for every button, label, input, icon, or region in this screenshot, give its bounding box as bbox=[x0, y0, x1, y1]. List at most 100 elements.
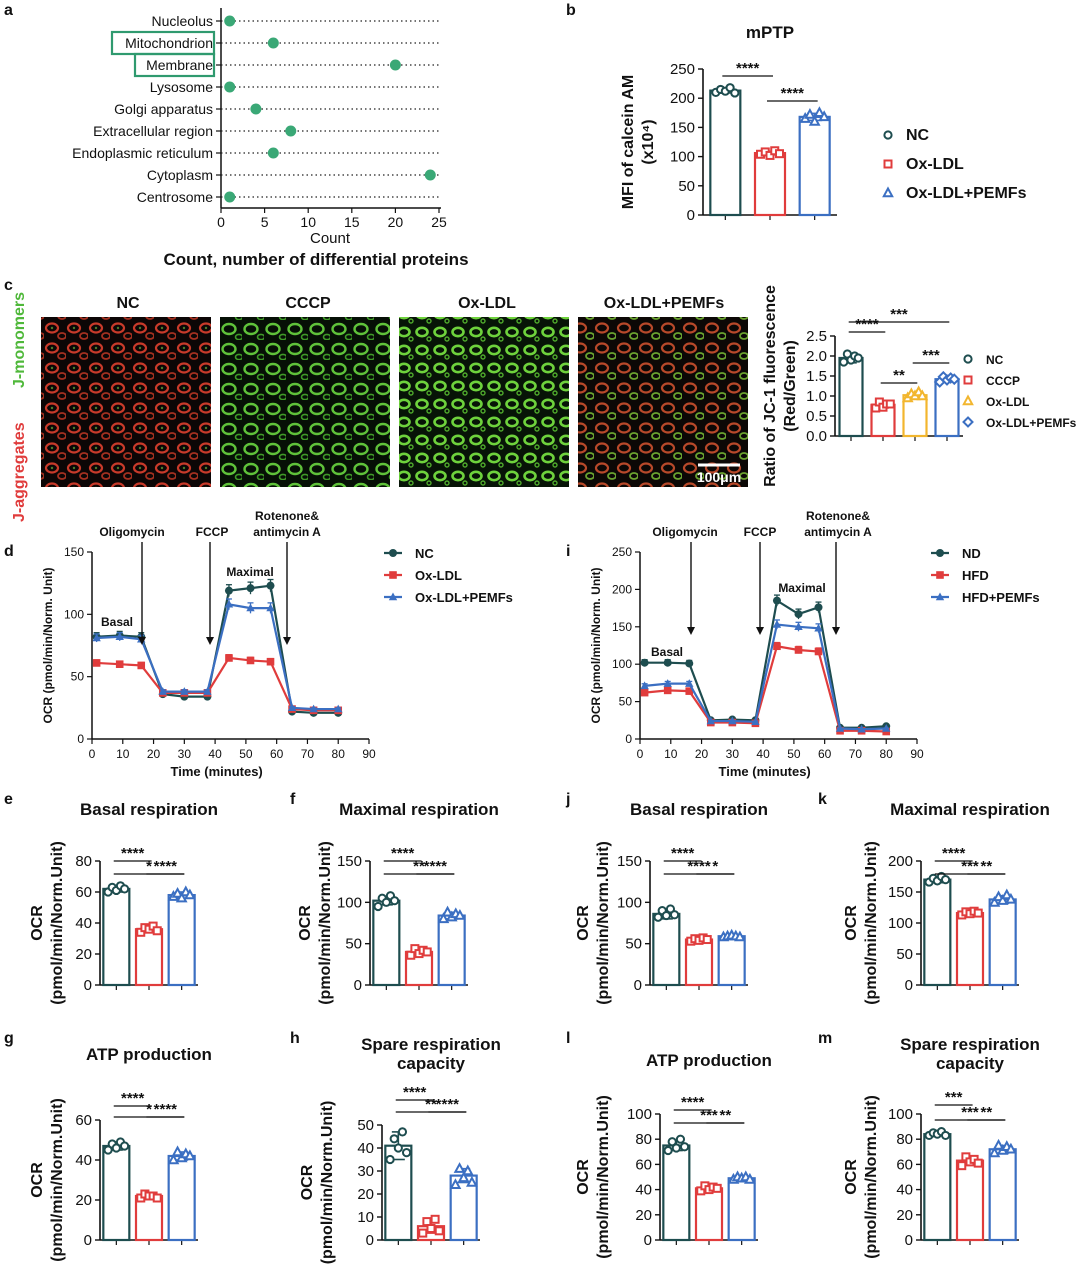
sig-label: **** bbox=[391, 845, 415, 862]
data-point bbox=[813, 106, 826, 117]
data-point bbox=[449, 1178, 462, 1189]
y-axis-label: (pmol/min/Norm.Unit) bbox=[49, 1098, 66, 1262]
y-tick-label: 0 bbox=[84, 1232, 92, 1249]
line-point bbox=[772, 620, 782, 628]
y-tick-label: 0 bbox=[354, 977, 362, 994]
panel-label-k: k bbox=[818, 791, 827, 808]
x-tick-label: 60 bbox=[818, 747, 832, 761]
y-axis-label: OCR bbox=[299, 1164, 316, 1200]
legend-marker bbox=[963, 354, 973, 364]
y-axis-label: (pmol/min/Norm.Unit) bbox=[595, 841, 612, 1005]
sig-label: *** bbox=[961, 1104, 979, 1121]
bar-f-2 bbox=[437, 914, 466, 987]
sig-label: * bbox=[146, 1101, 152, 1118]
data-point bbox=[453, 1162, 466, 1173]
panel-label-b: b bbox=[566, 2, 576, 19]
annotation-basal: Basal bbox=[651, 645, 683, 659]
y-tick-label: 1.5 bbox=[806, 368, 827, 385]
y-tick-label: 2.0 bbox=[806, 348, 827, 365]
category-label: Membrane bbox=[146, 57, 213, 73]
x-tick-label: 10 bbox=[300, 214, 316, 230]
bar-m-0 bbox=[923, 1133, 952, 1242]
highlight-box bbox=[133, 52, 216, 78]
panel-label-i: i bbox=[566, 543, 570, 560]
legend-label: Ox-LDL bbox=[415, 568, 462, 583]
y-tick-label: 10 bbox=[357, 1209, 374, 1226]
dot-2 bbox=[389, 59, 401, 71]
y-tick-label: 0 bbox=[634, 977, 642, 994]
data-point bbox=[426, 1224, 436, 1233]
data-point bbox=[734, 930, 746, 942]
panel-label-c: c bbox=[4, 277, 13, 294]
y-tick-label: 0 bbox=[77, 732, 84, 746]
bar-c-0 bbox=[838, 356, 864, 438]
chart-g: g ATP production 0 20 40 60 OCR (pmol/min/Norm.… bbox=[4, 1030, 212, 1262]
bar-l-0 bbox=[662, 1144, 691, 1242]
annotation-fccp: FCCP bbox=[744, 525, 777, 539]
category-label: Cytoplasm bbox=[147, 167, 213, 183]
x-tick-label: 30 bbox=[726, 747, 740, 761]
annotation-rotenone: Rotenone& bbox=[255, 509, 319, 523]
data-point bbox=[389, 896, 400, 906]
x-tick-label: 10 bbox=[664, 747, 678, 761]
sig-label: * bbox=[146, 858, 152, 875]
data-point bbox=[973, 908, 983, 918]
panel-label-m: m bbox=[818, 1030, 832, 1047]
data-point bbox=[957, 1161, 967, 1171]
data-point bbox=[422, 947, 432, 957]
data-point bbox=[434, 1226, 444, 1236]
legend-label: HFD+PEMFs bbox=[962, 590, 1040, 605]
line-point bbox=[309, 704, 318, 713]
chart-title-h: capacity bbox=[397, 1054, 466, 1073]
data-point bbox=[730, 88, 740, 98]
sig-label: **** bbox=[403, 1084, 427, 1101]
y-tick-label: 100 bbox=[888, 915, 913, 932]
legend-label: ND bbox=[962, 546, 981, 561]
bar-j-2 bbox=[717, 935, 746, 987]
line-point bbox=[92, 633, 101, 642]
bar-g-0 bbox=[102, 1144, 131, 1242]
legend-label: HFD bbox=[962, 568, 989, 583]
data-point bbox=[744, 1172, 756, 1184]
line-point bbox=[814, 647, 823, 656]
data-point bbox=[675, 1134, 686, 1144]
y-tick-label: 60 bbox=[75, 1112, 92, 1129]
sig-label: ** bbox=[425, 1096, 437, 1113]
micro-image-oxldl bbox=[399, 317, 569, 487]
chart-title-m: capacity bbox=[936, 1054, 1005, 1073]
micro-image-nc bbox=[41, 317, 211, 487]
legend-marker bbox=[389, 571, 397, 579]
y-axis-label: MFI of calcein AM bbox=[620, 75, 637, 210]
chart-e: e Basal respiration 0 20 40 60 80 OCR (pmol/min/… bbox=[4, 791, 218, 1005]
chart-l: l ATP production 0 20 40 60 80 100 OCR (pmol/min/… bbox=[566, 1030, 772, 1259]
y-tick-label: 60 bbox=[896, 1156, 913, 1173]
legend-label: Ox-LDL+PEMFs bbox=[986, 416, 1077, 430]
x-tick-label: 20 bbox=[388, 214, 404, 230]
line-point bbox=[814, 623, 823, 632]
x-tick-label: 0 bbox=[637, 747, 644, 761]
bar-k-2 bbox=[988, 898, 1017, 987]
legend-marker bbox=[882, 186, 894, 198]
bar-j-0 bbox=[652, 912, 681, 987]
line-point bbox=[794, 610, 803, 619]
y-tick-label: 0 bbox=[905, 977, 913, 994]
y-tick-label: 200 bbox=[888, 853, 913, 870]
y-tick-label: 250 bbox=[612, 545, 632, 559]
chart-title-k: Maximal respiration bbox=[890, 800, 1050, 819]
data-point bbox=[152, 1193, 162, 1203]
y-axis-label: (pmol/min/Norm.Unit) bbox=[317, 841, 334, 1005]
y-axis-label: OCR bbox=[29, 1162, 46, 1198]
data-point bbox=[393, 1143, 403, 1153]
annotation-oligomycin: Oligomycin bbox=[652, 525, 717, 539]
chart-a: a Nucleolus Mitochondrion Membrane Lysosome G… bbox=[4, 2, 469, 269]
data-point bbox=[940, 1130, 951, 1141]
line-point bbox=[92, 659, 101, 667]
data-point bbox=[653, 912, 663, 922]
y-axis-label: (x10⁴) bbox=[640, 119, 657, 164]
y-axis-label: OCR bbox=[575, 905, 592, 941]
arrow-oligomycin-head bbox=[138, 637, 146, 645]
chart-b: b mPTP 0 50 100 150 200 250 MFI of calcein AM (x1… bbox=[566, 2, 1027, 224]
y-tick-label: 200 bbox=[612, 582, 632, 596]
x-tick-label: 60 bbox=[270, 747, 284, 761]
chart-title-b: mPTP bbox=[746, 23, 794, 42]
